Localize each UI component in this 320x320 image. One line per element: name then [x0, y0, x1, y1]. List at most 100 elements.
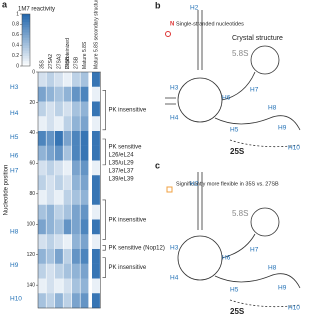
heatmap-cell: [46, 131, 55, 146]
colorbar-step: [22, 53, 30, 56]
heatmap-cell: [92, 263, 100, 279]
heatmap-cell: [38, 204, 46, 220]
loop: [177, 235, 223, 281]
heatmap-cell: [72, 293, 80, 309]
colorbar-tick-label: 1: [16, 11, 19, 17]
heatmap-cell: [55, 293, 63, 309]
heatmap-cell: [80, 131, 89, 146]
y-tick-label: 20: [29, 100, 35, 106]
heatmap-cell: [38, 116, 46, 132]
colorbar-step: [22, 21, 30, 25]
y-tick-label: 120: [27, 252, 36, 258]
backbone: [229, 299, 301, 308]
heatmap-cell: [38, 101, 46, 117]
y-tick-label: 80: [29, 191, 35, 197]
heatmap-cell: [55, 278, 63, 294]
column-header: 27SA2: [48, 54, 54, 69]
heatmap-cell: [72, 190, 80, 205]
annotation-note: L35/uL29: [109, 161, 135, 167]
colorbar-tick-label: 0.8: [12, 22, 19, 28]
heatmap-cell: [46, 234, 55, 250]
heatmap-cell: [63, 249, 72, 264]
heatmap-cell: [80, 116, 89, 132]
colorbar-step: [22, 19, 30, 23]
heatmap-cell: [80, 101, 89, 117]
heatmap-cell: [80, 249, 89, 264]
helix-label: H7: [10, 168, 19, 175]
heatmap-cell: [80, 293, 89, 309]
helix-label: H5: [230, 127, 239, 134]
heatmap-cell: [80, 175, 89, 191]
heatmap-cell: [80, 204, 89, 220]
group-label: Deproteinized: [65, 38, 71, 69]
annotation-text: PK insensitive: [109, 217, 147, 223]
helix-label: H6: [222, 255, 231, 262]
heatmap-cell: [63, 131, 72, 146]
heatmap-cell: [72, 278, 80, 294]
colorbar-tick-label: 0.2: [12, 53, 19, 59]
heatmap-cell: [72, 249, 80, 264]
heatmap-cell: [38, 234, 46, 250]
heatmap-cell: [72, 263, 80, 279]
colorbar-step: [22, 37, 30, 41]
colorbar-step: [22, 63, 30, 67]
heatmap-cell: [63, 116, 72, 132]
heatmap-cell: [38, 131, 46, 146]
heatmap-cell: [92, 278, 100, 294]
column-header: Mature 5.8S: [82, 41, 88, 69]
heatmap-cell: [72, 131, 80, 146]
heatmap-cell: [38, 86, 46, 102]
heatmap-cell: [80, 86, 89, 102]
legend-symbol: [166, 186, 173, 193]
helix-label: H4: [170, 275, 179, 282]
helix-label: H9: [278, 125, 287, 132]
heatmap-cell: [92, 86, 100, 102]
heatmap-cell: [46, 145, 55, 161]
heatmap-cell: [72, 219, 80, 235]
heatmap-cell: [72, 204, 80, 220]
legend: Significantly more flexible in 35S vs. 2…: [176, 181, 279, 187]
colorbar-step: [22, 60, 30, 64]
heatmap-cell: [63, 160, 72, 176]
heatmap-cell: [63, 219, 72, 235]
colorbar-step: [22, 40, 30, 43]
heatmap-cell: [80, 234, 89, 250]
legend-symbol: N: [170, 22, 174, 28]
panel-letter: b: [155, 0, 161, 10]
helix-stem: [197, 10, 203, 70]
colorbar-step: [22, 24, 30, 28]
heatmap-cell: [92, 190, 100, 205]
heatmap-cell: [38, 249, 46, 264]
column-header: Mature 5.8S secondary structure: [94, 0, 100, 69]
heatmap-cell: [55, 101, 63, 117]
heatmap-cell: [46, 278, 55, 294]
annotation-text: PK sensitive (Nop12): [109, 245, 165, 251]
heatmap-cell: [63, 234, 72, 250]
heatmap-cell: [92, 131, 100, 146]
heatmap-cell: [72, 86, 80, 102]
loop: [177, 77, 223, 123]
heatmap-cell: [92, 249, 100, 264]
heatmap-cell: [55, 86, 63, 102]
heatmap-cell: [92, 160, 100, 176]
heatmap-cell: [55, 219, 63, 235]
colorbar-step: [22, 34, 30, 38]
heatmap-cell: [46, 190, 55, 205]
heatmap-cell: [46, 101, 55, 117]
heatmap-cell: [92, 234, 100, 250]
colorbar-step: [22, 29, 30, 33]
heatmap-cell: [92, 145, 100, 161]
heatmap-cell: [55, 234, 63, 250]
heatmap-cell: [55, 145, 63, 161]
column-header: 27SB: [65, 56, 71, 69]
helix-label: H5: [10, 134, 19, 141]
helix-label: H3: [10, 84, 19, 91]
colorbar-tick-label: 0.6: [12, 32, 19, 38]
subtitle: Crystal structure: [232, 35, 283, 42]
y-tick-label: 140: [27, 282, 36, 288]
heatmap-cell: [80, 190, 89, 205]
rna-label: 5.8S: [232, 209, 248, 218]
helix-label: H7: [250, 87, 259, 94]
heatmap-cell: [55, 249, 63, 264]
